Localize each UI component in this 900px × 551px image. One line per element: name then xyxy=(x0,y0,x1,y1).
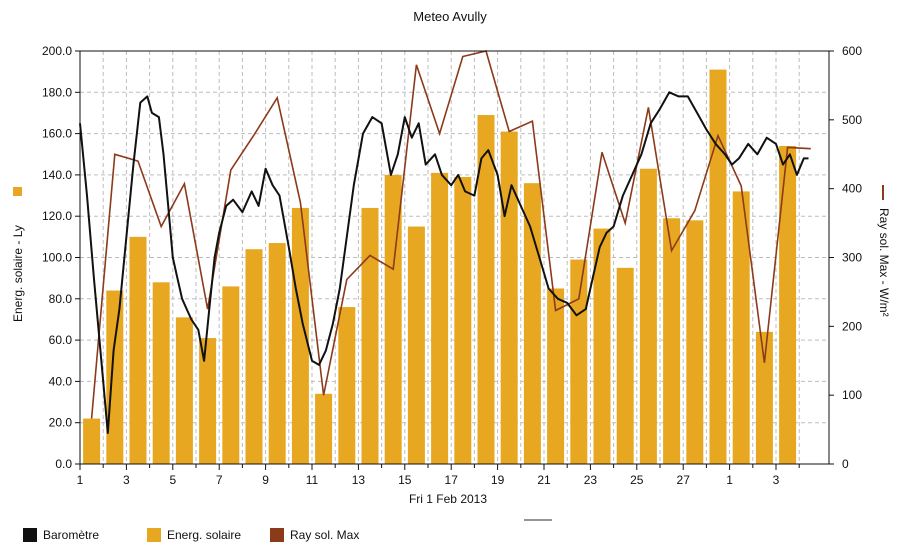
bar-energie xyxy=(175,317,193,464)
left-axis-title: Energ. solaire - Ly xyxy=(11,225,25,322)
right-tick-label: 400 xyxy=(842,182,862,196)
series-lines xyxy=(79,50,811,434)
legend-item-ray: Ray sol. Max xyxy=(270,528,359,542)
x-tick-label: 3 xyxy=(123,473,130,487)
left-tick-label: 80.0 xyxy=(49,292,73,306)
bar-energie xyxy=(83,418,101,464)
left-tick-label: 20.0 xyxy=(49,416,73,430)
bar-energie xyxy=(686,220,704,464)
left-tick-label: 40.0 xyxy=(49,374,73,388)
left-tick-label: 60.0 xyxy=(49,333,73,347)
legend-swatch-energie xyxy=(147,528,161,542)
right-tick-label: 0 xyxy=(842,457,849,471)
bar-energie xyxy=(616,267,634,464)
bar-energie xyxy=(454,176,472,464)
bar-energie xyxy=(593,228,611,464)
bar-energie xyxy=(407,226,425,464)
right-axis-title: Ray sol. Max - W/m² xyxy=(877,208,891,317)
x-tick-label: 25 xyxy=(630,473,644,487)
bar-energie xyxy=(129,236,147,464)
legend-swatch-barometre xyxy=(23,528,37,542)
bar-energie xyxy=(523,183,541,464)
x-tick-label: 1 xyxy=(77,473,84,487)
left-axis-title-group: Energ. solaire - Ly xyxy=(11,187,25,322)
energie-bars xyxy=(83,69,797,465)
x-tick-label: 3 xyxy=(773,473,780,487)
bar-energie xyxy=(547,288,565,464)
right-tick-label: 300 xyxy=(842,251,862,265)
legend-label-energie: Energ. solaire xyxy=(167,528,241,542)
x-tick-label: 15 xyxy=(398,473,412,487)
x-tick-label: 13 xyxy=(352,473,366,487)
left-tick-label: 0.0 xyxy=(55,457,72,471)
x-tick-label: 5 xyxy=(169,473,176,487)
bar-energie xyxy=(106,290,124,464)
x-tick-label: 23 xyxy=(584,473,598,487)
legend: Baromètre Energ. solaire Ray sol. Max xyxy=(23,528,359,542)
bar-energie xyxy=(222,286,240,464)
x-tick-label: 27 xyxy=(677,473,691,487)
line-barometre xyxy=(79,91,809,434)
left-tick-label: 160.0 xyxy=(42,127,72,141)
x-tick-label: 19 xyxy=(491,473,505,487)
bar-energie xyxy=(338,307,356,464)
left-tick-label: 180.0 xyxy=(42,85,72,99)
x-axis-label: Fri 1 Feb 2013 xyxy=(409,492,487,506)
legend-swatch-ray xyxy=(270,528,284,542)
bar-energie xyxy=(732,191,750,465)
right-axis-title-group: Ray sol. Max - W/m² xyxy=(877,185,891,317)
x-tick-label: 17 xyxy=(445,473,459,487)
bar-energie xyxy=(361,207,379,464)
left-tick-label: 120.0 xyxy=(42,209,72,223)
bar-energie xyxy=(315,393,333,464)
x-tick-label: 9 xyxy=(262,473,269,487)
right-tick-label: 200 xyxy=(842,319,862,333)
bar-energie xyxy=(639,168,657,464)
bar-energie xyxy=(570,259,588,464)
bar-energie xyxy=(291,207,309,464)
bar-energie xyxy=(709,69,727,465)
right-tick-label: 500 xyxy=(842,113,862,127)
left-tick-label: 200.0 xyxy=(42,44,72,58)
x-tick-label: 11 xyxy=(306,473,319,487)
x-tick-label: 1 xyxy=(726,473,733,487)
bar-energie xyxy=(245,249,263,464)
bar-energie xyxy=(152,282,170,464)
legend-label-ray: Ray sol. Max xyxy=(290,528,359,542)
right-tick-label: 600 xyxy=(842,44,862,58)
bar-energie xyxy=(268,243,286,464)
x-tick-label: 21 xyxy=(537,473,551,487)
bar-energie xyxy=(199,338,217,464)
bar-energie xyxy=(431,172,449,464)
bar-energie xyxy=(779,145,797,465)
legend-item-energie: Energ. solaire xyxy=(147,528,241,542)
bar-energie xyxy=(663,218,681,464)
bar-energie xyxy=(755,331,773,464)
left-axis-marker xyxy=(13,187,22,196)
grid xyxy=(80,51,829,464)
right-tick-label: 100 xyxy=(842,388,862,402)
legend-label-barometre: Baromètre xyxy=(43,528,99,542)
bar-energie xyxy=(477,115,495,464)
bar-energie xyxy=(500,131,518,464)
x-tick-label: 7 xyxy=(216,473,223,487)
axis-ticks: 0.0 20.0 40.0 60.0 80.0 100.0 120.0 140.0 160.0 1… xyxy=(42,44,862,487)
left-tick-label: 100.0 xyxy=(42,251,72,265)
left-tick-label: 140.0 xyxy=(42,168,72,182)
bar-energie xyxy=(384,174,402,464)
legend-item-barometre: Baromètre xyxy=(23,528,99,542)
chart-title: Meteo Avully xyxy=(413,9,487,24)
